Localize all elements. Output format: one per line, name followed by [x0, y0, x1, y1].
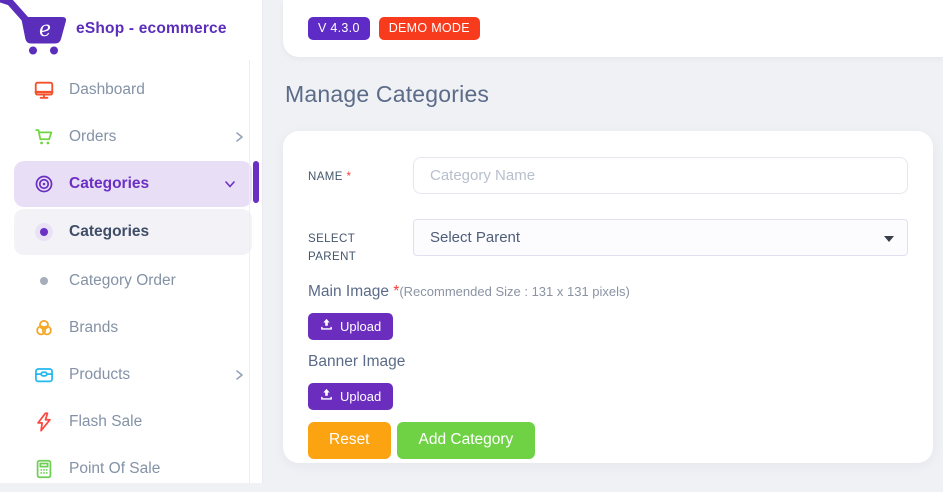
sidebar-item-label: Products	[69, 365, 131, 383]
upload-button-label: Upload	[340, 388, 382, 404]
sidebar-item-label: Point Of Sale	[69, 459, 161, 477]
topbar: V 4.3.0 DEMO MODE	[283, 0, 943, 57]
version-badge: V 4.3.0	[308, 17, 370, 40]
select-parent-label: SELECT PARENT	[308, 233, 357, 264]
svg-text:e: e	[37, 16, 52, 41]
select-parent-value: Select Parent	[430, 229, 521, 246]
banner-image-label: Banner Image	[308, 352, 406, 370]
name-row: NAME *	[308, 157, 908, 194]
sidebar-item-label: Category Order	[69, 271, 176, 289]
reset-button[interactable]: Reset	[308, 421, 391, 459]
sidebar-item-point-of-sale[interactable]: Point Of Sale	[0, 445, 262, 492]
sidebar-item-label: Dashboard	[69, 80, 145, 98]
chevron-right-icon	[235, 131, 244, 143]
dot-icon	[32, 276, 56, 285]
add-category-button[interactable]: Add Category	[396, 421, 536, 459]
required-asterisk: *	[346, 171, 352, 183]
banner-image-upload-button[interactable]: Upload	[308, 382, 394, 410]
upload-icon	[320, 388, 333, 404]
category-form-card: NAME * SELECT PARENT Select Parent Main …	[283, 131, 933, 463]
name-label: NAME *	[308, 171, 352, 183]
caret-down-icon	[884, 236, 894, 242]
active-dot-icon	[32, 223, 56, 241]
lightning-bolt-icon	[32, 410, 56, 434]
main-image-label: Main Image *(Recommended Size : 131 x 13…	[308, 282, 630, 300]
sidebar-item-label: Brands	[69, 318, 119, 336]
box-icon	[32, 363, 56, 387]
page-title: Manage Categories	[285, 81, 490, 107]
sidebar-item-categories[interactable]: Categories	[14, 161, 252, 207]
sidebar-item-label: Categories	[69, 175, 150, 192]
sidebar-item-label: Orders	[69, 127, 117, 145]
main-image-hint: (Recommended Size : 131 x 131 pixels)	[399, 283, 630, 299]
sidebar-item-dashboard[interactable]: Dashboard	[0, 66, 262, 113]
select-parent-row: SELECT PARENT Select Parent	[308, 219, 908, 267]
sidebar-item-label: Categories	[69, 223, 150, 240]
sidebar-subitem-categories[interactable]: Categories	[14, 209, 252, 255]
sidebar-item-products[interactable]: Products	[0, 351, 262, 398]
required-asterisk: *	[393, 282, 400, 300]
brand-logo[interactable]: e eShop - ecommerce	[0, 0, 262, 58]
select-parent-dropdown[interactable]: Select Parent	[413, 219, 908, 256]
upload-button-label: Upload	[340, 318, 382, 334]
sidebar-subitem-category-order[interactable]: Category Order	[0, 257, 262, 304]
venn-circles-icon	[32, 316, 56, 340]
category-name-input[interactable]	[413, 157, 908, 194]
sidebar-item-orders[interactable]: Orders	[0, 113, 262, 160]
sidebar-nav: Dashboard Orders	[0, 66, 262, 492]
demo-mode-badge: DEMO MODE	[378, 17, 480, 40]
upload-icon	[320, 318, 333, 334]
chevron-down-icon	[224, 180, 236, 189]
monitor-icon	[32, 78, 56, 102]
chevron-right-icon	[235, 369, 244, 381]
sidebar-item-brands[interactable]: Brands	[0, 304, 262, 351]
form-actions: Reset Add Category	[308, 421, 908, 459]
sidebar: e eShop - ecommerce Dashboard	[0, 0, 263, 483]
calculator-icon	[32, 457, 56, 481]
active-item-indicator	[253, 161, 259, 203]
cart-logo-icon: e	[0, 0, 68, 58]
sidebar-item-flash-sale[interactable]: Flash Sale	[0, 398, 262, 445]
main-image-upload-button[interactable]: Upload	[308, 312, 394, 340]
brand-name: eShop - ecommerce	[76, 20, 227, 37]
bullseye-icon	[32, 172, 56, 196]
cart-icon	[32, 125, 56, 149]
sidebar-item-label: Flash Sale	[69, 412, 143, 430]
